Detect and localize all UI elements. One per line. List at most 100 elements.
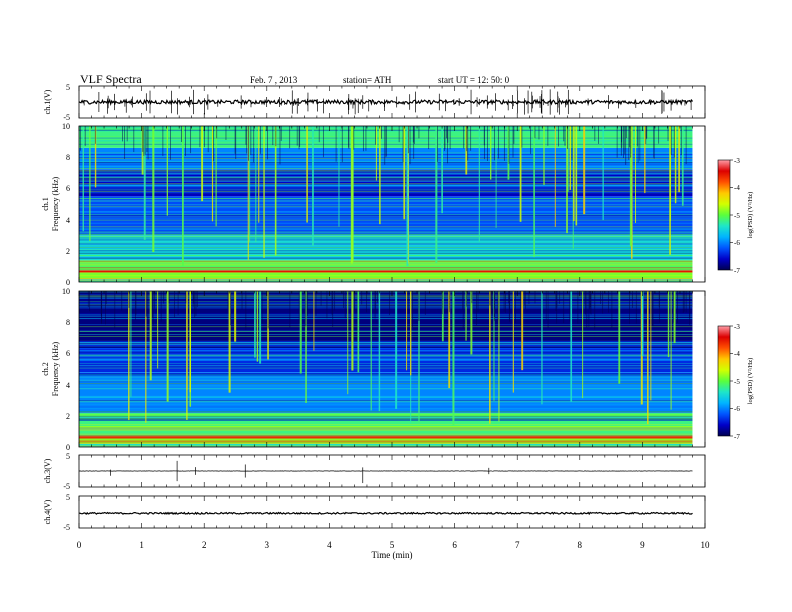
ch1-spectrogram-burst-37	[573, 126, 575, 222]
ch2-spectrogram-band-2	[79, 436, 693, 439]
ch1-spectrogram-streak-29	[181, 126, 182, 142]
ch2-spectrogram-streak-36	[547, 291, 549, 329]
ch1-spectrogram-streak-30	[199, 126, 201, 148]
ch2-spectrogram-streak-81	[515, 291, 516, 324]
date-label: Feb. 7 , 2013	[250, 75, 298, 85]
ch2-spectrogram-streak-101	[298, 291, 300, 324]
ch1-spectrogram-streak-23	[213, 126, 214, 162]
ch2-spectrogram-row-113	[79, 348, 693, 349]
ch2-spectrogram-burst-14	[673, 291, 676, 344]
ch2-spectrogram-streak-3	[194, 291, 196, 318]
ch1-spectrogram-row-101	[79, 214, 693, 216]
ch2-spectrogram-row-82	[79, 331, 693, 332]
ch2-spectrogram-row-100	[79, 300, 693, 302]
ch2-spectrogram-streak-49	[177, 291, 179, 316]
ch1-spectrogram-streak-85	[126, 126, 128, 142]
ch2-spectrogram-streak-98	[305, 291, 307, 327]
ch1-spectrogram-streak-38	[280, 126, 282, 141]
ch2-spectrogram-row-12	[79, 439, 693, 441]
ch1-spectrogram-streak-71	[646, 126, 648, 140]
ch2-spectrogram-row-71	[79, 343, 693, 345]
ch2-spectrogram-streak-65	[332, 291, 334, 328]
ch2-spectrogram-burst-33	[128, 291, 130, 421]
ch1-spectrogram-row-127	[79, 161, 693, 162]
ch2-spec-ylabel-channel: ch.2	[41, 362, 50, 376]
ch3-waveform-panel: 5 -5 ch.3(V)	[43, 452, 706, 491]
ch2-spectrogram-row-44	[79, 414, 693, 416]
ch1-spectrogram-row-19	[79, 164, 693, 166]
ch1-spectrogram-burst-28	[338, 126, 340, 227]
ch1-spectrogram-burst-21	[249, 126, 251, 242]
ch2-spectrogram-streak-70	[343, 291, 345, 308]
ch2-spectrogram-streak-15	[168, 291, 170, 304]
ch1-spectrogram-band-2	[79, 270, 693, 273]
ch2-cbar-tick-m5: -5	[734, 378, 740, 386]
ch1-spectrogram-streak-116	[621, 126, 622, 143]
ch2-spectrogram-row-85	[79, 351, 693, 353]
ch2-spectrogram-streak-115	[508, 291, 510, 323]
ch1-cbar-tick-m4: -4	[734, 184, 740, 192]
ch2-spectrogram-burst-25	[647, 291, 649, 425]
ch1-spectrogram-row-58	[79, 171, 693, 173]
ch2-spectrogram-row-98	[79, 297, 693, 299]
ch1-spectrogram-streak-114	[272, 126, 274, 146]
ch2-spectrogram-streak-62	[152, 291, 154, 326]
ch1-spectrogram-streak-75	[558, 126, 559, 147]
ch1-spectrogram-row-97	[79, 261, 693, 263]
ch1-spectrogram-streak-110	[385, 126, 387, 157]
ch1-spectrogram-line-4	[79, 184, 693, 186]
ch1-spectrogram-row-137	[79, 242, 693, 244]
ch1-spectrogram-burst-49	[350, 126, 353, 264]
ch2-spectrogram-row-59	[79, 356, 693, 358]
ch2-spectrogram-streak-61	[685, 291, 687, 313]
ch1-spectrogram-row-63	[79, 181, 693, 182]
ch2-spectrogram-row-63	[79, 427, 693, 429]
ch4-waveform-frame	[78, 495, 706, 529]
ch2-spectrogram-burst-9	[441, 291, 444, 342]
ch2-spectrogram-row-0	[79, 441, 693, 443]
ch1-spectrogram-row-37	[79, 278, 693, 280]
ch2-spectrogram-burst-47	[189, 291, 191, 393]
ch1-spectrogram-burst-36	[166, 126, 168, 216]
ch1-spec-ytick-0: 0	[66, 278, 70, 287]
ch2-spectrogram-row-32	[79, 400, 693, 402]
ch4-waveform-panel: 5 -5 ch.4(V)	[43, 493, 706, 532]
ch1-spectrogram-streak-4	[437, 126, 439, 162]
time-axis: 0 1 2 3 4 5 6 7 8 9 10 Time (min)	[77, 540, 710, 560]
ch1-spec-ytick-2: 2	[66, 247, 70, 256]
ch2-spectrogram-burst-8	[130, 291, 132, 397]
ch1-spectrogram-streak-58	[630, 126, 632, 158]
ch2-spectrogram-row-87	[79, 299, 693, 301]
ch2-spectrogram-streak-86	[494, 291, 495, 321]
ch1-spectrogram-row-131	[79, 257, 693, 259]
ch1-spectrogram-streak-3	[279, 126, 281, 165]
ch1-spectrogram-streak-119	[142, 126, 144, 152]
ch2-spectrogram-streak-114	[689, 291, 691, 325]
ch2-spectrogram-row-99	[79, 436, 693, 438]
ch1-spectrogram-streak-16	[571, 126, 573, 161]
ch1-spectrogram-streak-95	[639, 126, 641, 161]
ch1-spectrogram-streak-103	[147, 126, 149, 160]
ch1-spectrogram-row-27	[79, 222, 693, 224]
ch2-spectrogram-streak-67	[584, 291, 586, 305]
ch1-spectrogram-streak-26	[534, 126, 536, 139]
ch1-spectrogram-streak-68	[133, 126, 135, 153]
ch1-spectrogram-row-66	[79, 175, 693, 177]
ch1-cbar-tick-m7: -7	[734, 267, 740, 275]
start-time-label: start UT = 12: 50: 0	[438, 75, 510, 85]
ch2-spectrogram-row-74	[79, 435, 693, 436]
ch2-spectrogram-row-48	[79, 419, 693, 421]
ch1-spectrogram-streak-41	[84, 126, 86, 147]
ch2-spectrogram-row-37	[79, 361, 693, 363]
ch2-spectrogram-streak-108	[145, 291, 147, 317]
ch2-spectrogram-streak-106	[520, 291, 521, 325]
ch1-spectrogram-row-46	[79, 237, 693, 239]
ch1-spectrogram-row-2	[79, 176, 693, 177]
ch2-spectrogram-streak-82	[307, 291, 309, 316]
ch1-spectrogram-row-121	[79, 168, 693, 169]
ch1-ylabel: ch.1(V)	[43, 89, 52, 114]
ch2-spectrogram-burst-43	[395, 291, 398, 409]
ch2-spectrogram-burst-11	[254, 291, 256, 358]
ch2-spectrogram-row-18	[79, 363, 693, 365]
ch2-spectrogram-streak-26	[366, 291, 368, 313]
